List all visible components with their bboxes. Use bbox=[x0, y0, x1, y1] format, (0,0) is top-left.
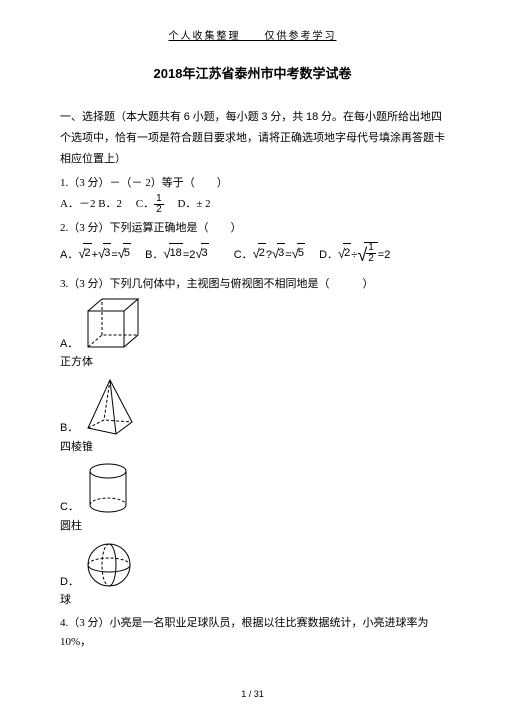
q3-option-d: D． 球 bbox=[60, 539, 445, 610]
frac-bot: 2 bbox=[154, 205, 164, 215]
q2-c-pre: C． bbox=[234, 249, 253, 261]
radicand: 2 bbox=[258, 243, 266, 263]
question-1-options: A．－2 B．2 C．12 D．± 2 bbox=[60, 194, 445, 215]
q3-a-label: A． bbox=[60, 335, 78, 354]
section-total: 18 bbox=[306, 111, 318, 123]
sqrt-icon: √3 bbox=[98, 243, 111, 265]
question-1-stem: 1.（3 分）－（－ 2）等于（ ） bbox=[60, 174, 445, 193]
q3-c-label: C． bbox=[60, 498, 79, 517]
sqrt-icon: √2 bbox=[78, 243, 91, 265]
page-number: 1 / 31 bbox=[0, 687, 505, 702]
eq: =2 bbox=[378, 249, 391, 261]
q3-a-name: 正方体 bbox=[60, 353, 93, 372]
radicand: 5 bbox=[297, 243, 305, 263]
sqrt-icon: √5 bbox=[118, 243, 131, 265]
q1-opt-a: A．－2 bbox=[60, 198, 95, 210]
radicand: 18 bbox=[169, 243, 183, 263]
question-2-options: A．√2+√3=√5 B．√18=2√3 C．√2?√3=√5 D．√2÷√12… bbox=[60, 240, 445, 271]
frac-bot: 2 bbox=[366, 254, 376, 264]
radicand: 3 bbox=[277, 243, 285, 263]
sqrt-icon: √2 bbox=[338, 243, 351, 265]
q3-option-a: A． 正方体 bbox=[60, 295, 445, 372]
q2-b-pre: B． bbox=[145, 249, 163, 261]
radicand: 3 bbox=[201, 243, 209, 263]
pyramid-icon bbox=[82, 376, 138, 438]
cylinder-icon bbox=[83, 461, 133, 517]
q3-b-name: 四棱锥 bbox=[60, 438, 93, 457]
q3-option-b: B． 四棱锥 bbox=[60, 376, 445, 457]
page-title: 2018年江苏省泰州市中考数学试卷 bbox=[60, 63, 445, 85]
question-2-stem: 2.（3 分）下列运算正确地是（ ） bbox=[60, 219, 445, 238]
section-prefix: 一、选择题（本大题共有 bbox=[60, 111, 181, 123]
q1-opt-c-prefix: C． bbox=[136, 198, 154, 210]
q3-d-label: D． bbox=[60, 573, 79, 592]
sqrt-icon: √3 bbox=[272, 243, 285, 265]
q3-b-label: B． bbox=[60, 419, 78, 438]
q2-a-pre: A． bbox=[60, 249, 78, 261]
section-count: 6 bbox=[184, 111, 190, 123]
q3-option-c: C． 圆柱 bbox=[60, 461, 445, 536]
sqrt-icon: √18 bbox=[163, 243, 182, 265]
frac: 12 bbox=[366, 243, 376, 264]
section-mid2: 分，共 bbox=[270, 111, 303, 123]
q1-opt-d: D．± 2 bbox=[177, 198, 210, 210]
section-mid1: 小题，每小题 bbox=[193, 111, 259, 123]
radicand: 2 bbox=[83, 243, 91, 263]
sqrt-icon: √2 bbox=[253, 243, 266, 265]
q1-opt-b: B．2 bbox=[98, 198, 122, 210]
eq: =2 bbox=[183, 249, 196, 261]
q1-opt-c-frac: 12 bbox=[154, 194, 164, 215]
cube-icon bbox=[82, 295, 144, 353]
section-header: 一、选择题（本大题共有 6 小题，每小题 3 分，共 18 分。在每小题所给出地… bbox=[60, 107, 445, 170]
sqrt-icon: √5 bbox=[292, 243, 305, 265]
sqrt-icon: √3 bbox=[195, 243, 208, 265]
section-pts: 3 bbox=[261, 111, 267, 123]
sqrt-icon: √12 bbox=[357, 249, 377, 261]
radicand: 5 bbox=[123, 243, 131, 263]
title-year: 2018 bbox=[154, 66, 183, 81]
question-3-stem: 3.（3 分）下列几何体中，主视图与俯视图不相同地是（ ） bbox=[60, 275, 445, 294]
q3-c-name: 圆柱 bbox=[60, 517, 82, 536]
question-4-stem: 4.（3 分）小亮是一名职业足球队员，根据以往比赛数据统计，小亮进球率为 10%… bbox=[60, 614, 445, 651]
title-rest: 年江苏省泰州市中考数学试卷 bbox=[182, 66, 351, 81]
q2-d-pre: D． bbox=[319, 249, 338, 261]
radicand: 2 bbox=[343, 243, 351, 263]
radicand: 3 bbox=[103, 243, 111, 263]
header-note: 个人收集整理 仅供参考学习 bbox=[60, 28, 445, 45]
q3-d-name: 球 bbox=[60, 591, 71, 610]
sphere-icon bbox=[83, 539, 135, 591]
